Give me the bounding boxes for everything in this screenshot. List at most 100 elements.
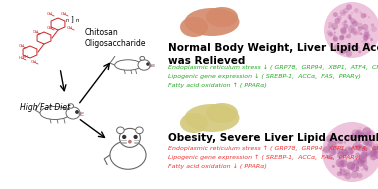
Circle shape (352, 133, 355, 136)
Circle shape (369, 144, 372, 147)
Circle shape (331, 145, 333, 147)
Circle shape (327, 143, 328, 145)
Circle shape (372, 147, 376, 151)
Circle shape (332, 144, 334, 146)
Circle shape (359, 159, 362, 161)
Text: Endoplasmic reticulum stress ↓ ( GRP78,  GRP94,  XBP1,  ATF4,  CHOP): Endoplasmic reticulum stress ↓ ( GRP78, … (168, 65, 378, 70)
Circle shape (342, 50, 345, 53)
Text: ]: ] (71, 15, 73, 22)
Circle shape (357, 22, 363, 29)
Text: OH: OH (61, 12, 67, 16)
Circle shape (348, 151, 352, 155)
Circle shape (327, 139, 331, 143)
Circle shape (324, 146, 330, 153)
Circle shape (371, 23, 374, 27)
Circle shape (356, 129, 362, 135)
Circle shape (367, 131, 374, 138)
Circle shape (372, 157, 375, 160)
Circle shape (335, 148, 342, 154)
Ellipse shape (140, 57, 145, 60)
Circle shape (350, 43, 351, 45)
Circle shape (346, 43, 352, 49)
Circle shape (359, 132, 365, 138)
Circle shape (344, 146, 353, 155)
Circle shape (328, 157, 330, 159)
Circle shape (338, 139, 343, 144)
Circle shape (339, 50, 342, 52)
Circle shape (347, 152, 349, 154)
Circle shape (333, 34, 335, 36)
Circle shape (337, 16, 342, 20)
Circle shape (349, 32, 351, 34)
Circle shape (369, 153, 377, 160)
Text: OH: OH (31, 60, 37, 64)
Circle shape (351, 28, 357, 34)
Circle shape (333, 36, 338, 42)
Circle shape (332, 23, 338, 29)
Circle shape (332, 165, 335, 168)
Circle shape (345, 35, 348, 38)
Circle shape (373, 151, 378, 159)
Circle shape (361, 146, 367, 152)
Text: Obesity, Severe Liver Lipid Accumulation: Obesity, Severe Liver Lipid Accumulation (168, 133, 378, 143)
Circle shape (347, 15, 352, 19)
Circle shape (356, 30, 361, 35)
Circle shape (330, 156, 333, 160)
Circle shape (347, 161, 355, 170)
Circle shape (356, 142, 358, 143)
Text: OH: OH (67, 26, 73, 30)
Circle shape (340, 167, 345, 172)
Circle shape (336, 159, 344, 167)
Circle shape (364, 139, 372, 146)
Circle shape (359, 156, 366, 163)
Circle shape (357, 173, 363, 178)
Circle shape (339, 35, 344, 40)
Circle shape (362, 147, 371, 156)
Circle shape (349, 17, 352, 21)
Circle shape (356, 144, 364, 151)
Circle shape (355, 45, 359, 50)
Circle shape (368, 16, 370, 18)
Circle shape (360, 33, 363, 35)
Circle shape (355, 153, 360, 157)
Ellipse shape (115, 60, 141, 70)
Circle shape (333, 37, 335, 40)
Circle shape (364, 167, 366, 169)
Circle shape (363, 165, 368, 170)
Circle shape (362, 133, 364, 135)
Circle shape (327, 155, 330, 159)
Circle shape (363, 34, 368, 40)
Circle shape (340, 160, 347, 167)
Circle shape (344, 141, 346, 144)
Circle shape (339, 171, 342, 174)
Circle shape (341, 12, 343, 15)
Circle shape (350, 149, 355, 153)
Circle shape (337, 171, 342, 176)
Text: OH: OH (47, 26, 53, 30)
Circle shape (334, 32, 336, 34)
Circle shape (323, 146, 330, 153)
Circle shape (365, 168, 368, 171)
Circle shape (366, 140, 374, 148)
Circle shape (330, 33, 332, 36)
Circle shape (351, 12, 353, 14)
Ellipse shape (184, 8, 240, 36)
Circle shape (364, 133, 370, 139)
Circle shape (363, 43, 366, 45)
Circle shape (353, 142, 361, 151)
Circle shape (348, 147, 352, 151)
Ellipse shape (206, 103, 238, 123)
Circle shape (334, 44, 339, 50)
Circle shape (129, 141, 131, 143)
Circle shape (335, 18, 340, 24)
Ellipse shape (136, 127, 143, 134)
Text: Normal Body Weight, Liver Lipid Accumulation
was Relieved: Normal Body Weight, Liver Lipid Accumula… (168, 43, 378, 66)
Circle shape (363, 38, 367, 42)
Circle shape (371, 156, 373, 158)
Circle shape (340, 146, 343, 149)
Circle shape (338, 161, 345, 168)
Circle shape (340, 27, 346, 33)
Circle shape (358, 26, 363, 31)
Circle shape (346, 34, 351, 39)
Circle shape (348, 26, 355, 33)
